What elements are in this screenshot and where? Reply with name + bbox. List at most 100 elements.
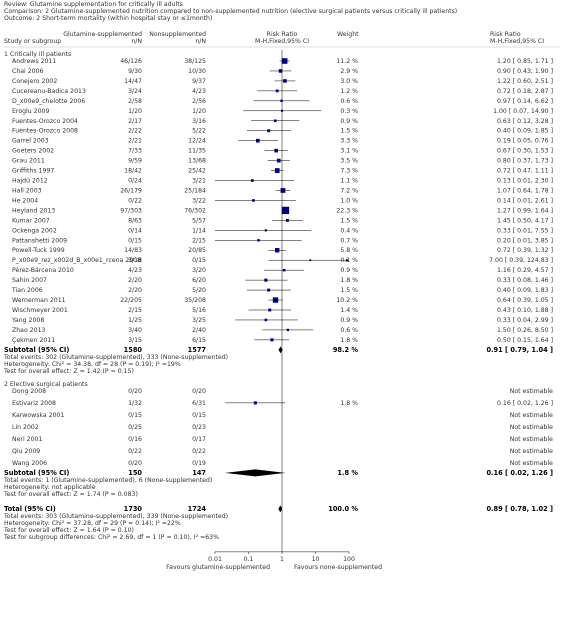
study-ctrl: 20/85 (188, 247, 206, 254)
study-effect: 0.33 [ 0.04, 2.99 ] (497, 317, 553, 324)
study-ctrl: 1/14 (192, 227, 206, 234)
study-ctrl: 6/31 (192, 400, 206, 407)
study-effect: 0.40 [ 0.09, 1.83 ] (497, 287, 553, 294)
study-ctrl: 5/20 (192, 287, 206, 294)
study-name: Grau 2011 (12, 158, 45, 165)
study-name: Wischmeyer 2001 (12, 307, 68, 314)
study-exp: 0/24 (128, 178, 142, 185)
study-name: Neri 2001 (12, 436, 42, 443)
study-ctrl: 12/24 (188, 138, 206, 145)
summary-exp: 1730 (124, 505, 143, 513)
study-exp: 1/25 (128, 317, 142, 324)
study-weight: 7.3 % (340, 168, 358, 175)
study-weight: 1.2 % (340, 88, 358, 95)
study-name: Estivariz 2008 (12, 400, 56, 407)
study-exp: 0/25 (128, 424, 142, 431)
summary-weight: 98.2 % (333, 346, 359, 354)
study-ctrl: 5/16 (192, 307, 206, 314)
study-name: Eroglu 2009 (12, 108, 49, 115)
study-exp: 14/83 (124, 247, 142, 254)
study-square (267, 288, 271, 292)
summary-ctrl: 1724 (188, 505, 207, 513)
study-effect: 0.14 [ 0.01, 2.61 ] (497, 197, 553, 204)
study-name: He 2004 (12, 197, 38, 204)
study-name: Chai 2006 (12, 68, 44, 75)
total-note: Test for overall effect: Z = 1.64 (P = 0… (3, 527, 134, 534)
study-square (275, 89, 279, 93)
study-square (273, 119, 277, 123)
study-square (275, 248, 280, 253)
study-effect: 7.00 [ 0.39, 124.83 ] (489, 257, 553, 264)
study-square (252, 199, 255, 202)
summary-label: Subtotal (95% CI) (4, 469, 69, 477)
study-exp: 0/20 (128, 388, 142, 395)
study-name: Ockenga 2002 (12, 227, 57, 234)
study-exp: 14/47 (124, 78, 142, 85)
group-title: 1 Critically ill patients (4, 51, 71, 58)
study-exp: 2/58 (128, 98, 142, 105)
study-weight: 1.4 % (340, 307, 358, 314)
summary-exp: 150 (128, 469, 142, 477)
study-weight: 0.9 % (340, 317, 358, 324)
study-square (285, 218, 289, 222)
study-square (257, 239, 260, 242)
study-name: Yang 2008 (11, 317, 44, 324)
study-weight: 10.2 % (336, 297, 358, 304)
study-ctrl: 76/302 (184, 207, 206, 214)
study-ctrl: 3/22 (192, 197, 206, 204)
study-effect: Not estimable (510, 412, 553, 419)
study-square (264, 318, 268, 322)
study-square (272, 297, 279, 303)
study-name: Fuentes-Orozco 2004 (12, 118, 78, 125)
study-name: Dong 2008 (12, 388, 46, 395)
study-exp: 9/30 (128, 68, 142, 75)
study-ctrl: 3/20 (192, 267, 206, 274)
study-effect: 0.43 [ 0.10, 1.88 ] (497, 307, 553, 314)
study-weight: 22.3 % (336, 207, 358, 214)
study-name: Fuentes-Orozco 2008 (12, 128, 78, 135)
study-effect: 0.64 [ 0.39, 1.05 ] (497, 297, 553, 304)
study-exp: 9/59 (128, 158, 142, 165)
study-square (276, 158, 281, 163)
study-weight: 5.8 % (340, 247, 358, 254)
col-ctrl: Nonsupplemented (149, 31, 206, 38)
study-exp: 4/23 (128, 267, 142, 274)
study-exp: 2/22 (128, 128, 142, 135)
study-effect: 0.40 [ 0.09, 1.85 ] (497, 128, 553, 135)
study-effect: 1.22 [ 0.60, 2.51 ] (497, 78, 553, 85)
study-effect: 0.72 [ 0.39, 1.32 ] (497, 247, 553, 254)
study-square (278, 69, 283, 73)
study-ctrl: 4/23 (192, 88, 206, 95)
study-square (256, 138, 260, 143)
x-tick-label: 10 (312, 556, 320, 563)
study-effect: 1.45 [ 0.50, 4.17 ] (497, 217, 553, 224)
study-ctrl: 2/15 (192, 237, 206, 244)
study-exp: 2/15 (128, 307, 142, 314)
study-weight: 0.4 % (340, 227, 358, 234)
study-effect: 0.72 [ 0.47, 1.11 ] (497, 168, 553, 175)
study-exp: 3/18 (128, 257, 142, 264)
study-effect: 0.63 [ 0.12, 3.28 ] (497, 118, 553, 125)
study-square (281, 206, 290, 215)
study-ctrl: 0/22 (192, 448, 206, 455)
study-ctrl: 25/184 (184, 187, 206, 194)
group-note: Heterogeneity: not applicable (4, 484, 96, 491)
study-exp: 0/22 (128, 448, 142, 455)
study-square (280, 188, 286, 193)
group-note: Total events: 302 (Glutamine-supplemente… (3, 354, 228, 361)
study-exp: 1/32 (128, 400, 142, 407)
study-weight: 11.2 % (336, 58, 358, 65)
study-ctrl: 0/15 (192, 412, 206, 419)
study-effect: 0.72 [ 0.18, 2.87 ] (497, 88, 553, 95)
study-ctrl: 3/25 (192, 317, 206, 324)
study-square (309, 259, 312, 262)
study-name: Pérez-Bárcena 2010 (12, 266, 74, 274)
study-ctrl: 5/57 (192, 217, 206, 224)
study-name: Pattanshetti 2009 (12, 237, 67, 244)
group-note: Total events: 1 (Glutamine-supplemented)… (3, 477, 212, 484)
study-ctrl: 38/125 (184, 58, 206, 65)
study-exp: 1/20 (128, 108, 142, 115)
study-effect: 0.80 [ 0.37, 1.73 ] (497, 158, 553, 165)
study-square (250, 179, 254, 182)
study-effect: 0.97 [ 0.14, 6.62 ] (497, 98, 553, 105)
